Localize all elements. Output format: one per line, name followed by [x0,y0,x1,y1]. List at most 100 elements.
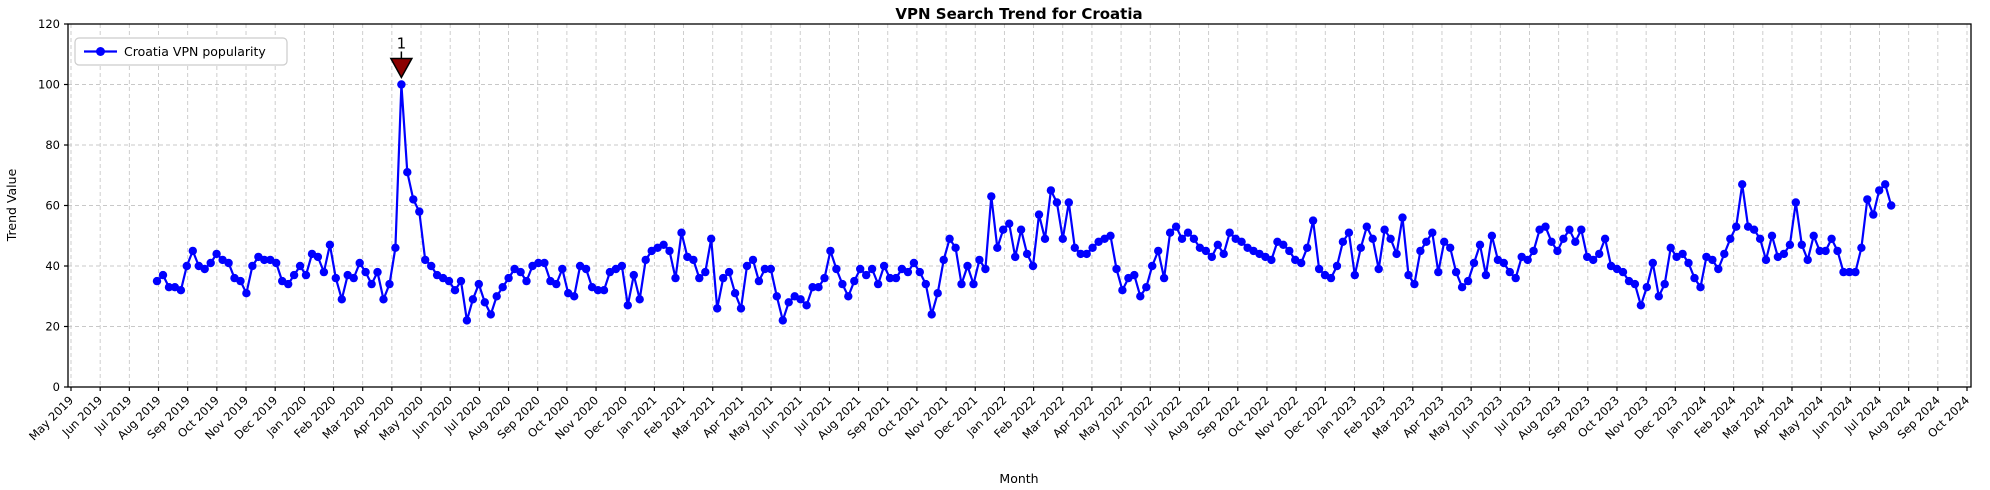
data-point-marker [969,279,978,289]
data-point-marker [1553,246,1562,256]
data-point-marker [939,255,948,265]
data-point-marker [724,267,734,277]
data-point-marker [1642,283,1652,292]
data-point-marker [1219,249,1228,259]
data-point-marker [1511,273,1520,283]
data-point-marker [1034,210,1044,219]
data-point-marker [331,273,340,283]
data-point-marker [748,255,758,265]
data-point-marker [593,286,603,295]
data-point-marker [915,267,924,277]
y-tick-label: 100 [38,78,60,92]
data-point-marker [1577,225,1586,234]
data-point-marker [713,304,722,313]
data-point-marker [1732,222,1741,231]
data-point-marker [1201,246,1211,256]
data-point-marker [182,261,191,271]
data-point-marker [1118,286,1127,295]
data-point-marker [504,273,513,283]
data-point-marker [152,276,162,286]
data-point-marker [1308,216,1318,225]
data-point-marker [1064,198,1074,207]
data-point-marker [1082,249,1091,259]
data-point-marker [1571,237,1580,246]
data-point-marker [1863,195,1872,204]
data-point-marker [391,243,400,252]
data-point-marker [1434,267,1443,277]
data-point-marker [1469,258,1479,268]
data-point-marker [158,270,168,280]
data-point-marker [552,279,561,289]
data-point-marker [1881,180,1890,189]
data-point-marker [736,304,746,313]
data-point-marker [558,264,567,274]
data-point-marker [1857,243,1866,252]
data-point-marker [879,261,889,271]
data-point-marker [188,246,197,256]
data-point-marker [1845,267,1854,277]
gridlines [68,23,1971,388]
data-point-marker [415,207,424,216]
data-point-marker [1815,246,1824,256]
data-point-marker [1028,261,1038,271]
legend: Croatia VPN popularity [74,37,288,66]
data-point-marker [409,195,418,204]
data-point-marker [1177,234,1187,243]
data-point-marker [355,258,364,268]
data-point-marker [856,264,865,274]
data-point-marker [379,295,388,304]
data-point-marker [1016,225,1026,234]
data-point-marker [1207,252,1217,262]
data-point-marker [1440,237,1449,246]
legend-marker-icon [96,47,105,56]
data-point-marker [1070,243,1080,252]
data-point-marker [820,273,829,283]
data-point-marker [1279,240,1288,249]
data-point-marker [313,252,323,262]
data-point-marker [909,258,919,268]
y-tick-label: 40 [45,259,60,273]
data-point-marker [850,276,859,286]
data-point-marker [1171,222,1181,231]
data-point-marker [873,279,883,289]
data-point-marker [236,276,245,286]
data-point-marker [951,243,960,252]
data-point-marker [701,267,710,277]
data-point-marker [1052,198,1062,207]
data-point-marker [689,255,698,265]
data-point-marker [1821,246,1830,256]
data-point-marker [784,298,793,307]
data-point-marker [933,289,942,298]
data-point-marker [1165,228,1175,237]
data-point-marker [248,261,257,271]
data-point-marker [993,243,1002,252]
data-point-marker [1887,201,1896,210]
data-point-marker [581,264,591,274]
data-point-marker [1225,228,1234,237]
data-point-marker [1827,234,1836,243]
data-point-marker [1875,186,1884,195]
data-point-marker [1183,228,1193,237]
data-point-marker [570,292,579,301]
data-point-marker [1422,237,1431,246]
data-point-marker [1344,228,1354,237]
data-point-marker [1410,279,1419,289]
chart-title: VPN Search Trend for Croatia [895,5,1142,23]
data-point-marker [665,246,674,256]
data-point-marker [1738,180,1747,189]
data-point-marker [1475,240,1485,249]
data-point-marker [1678,249,1687,259]
data-point-marker [1303,243,1312,252]
data-point-marker [867,264,877,274]
data-point-marker [1046,186,1056,195]
data-point-marker [1159,273,1169,283]
data-point-marker [707,234,716,243]
data-point-marker [1523,255,1532,265]
data-point-marker [838,279,847,289]
data-point-marker [635,295,644,304]
data-point-marker [1040,234,1050,243]
data-point-marker [325,240,335,249]
data-point-marker [1791,198,1801,207]
data-point-marker [480,298,489,307]
